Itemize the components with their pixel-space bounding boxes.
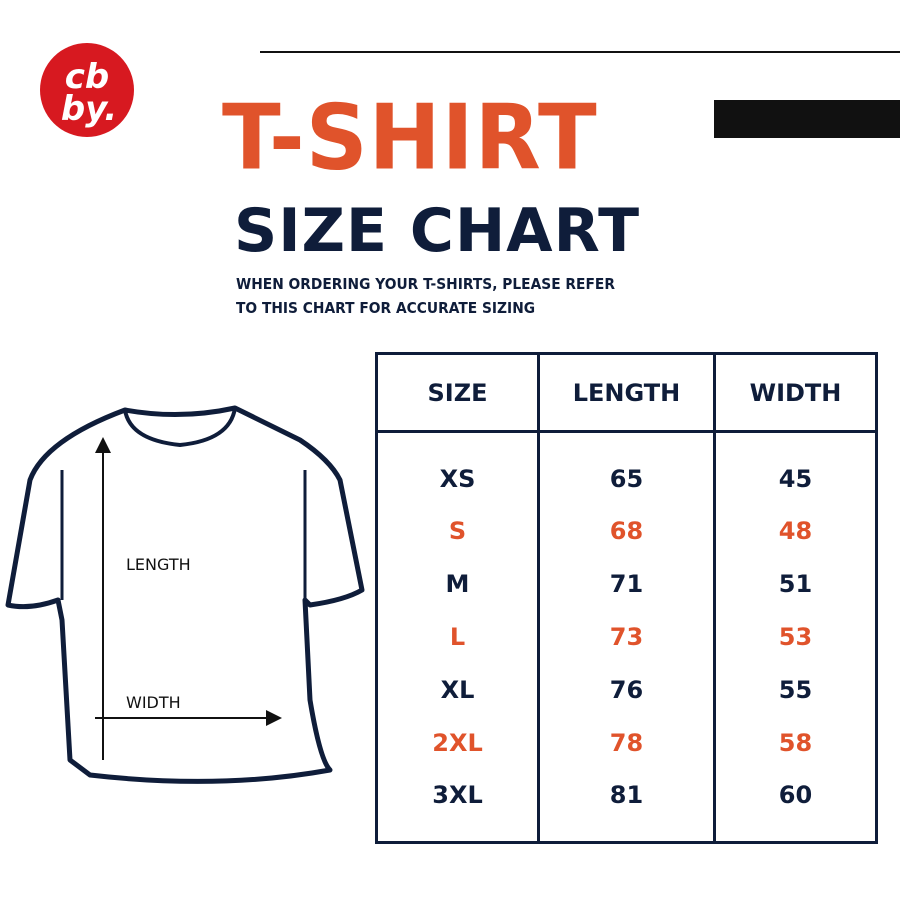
title-tshirt: T-SHIRT <box>222 85 598 191</box>
subtitle: WHEN ORDERING YOUR T-SHIRTS, PLEASE REFE… <box>236 272 615 320</box>
cell-width: 55 <box>713 663 877 717</box>
title-size-chart: SIZE CHART <box>234 196 641 266</box>
table-row: XL 76 55 <box>377 663 877 717</box>
cell-width: 51 <box>713 557 877 611</box>
cell-length: 65 <box>537 431 715 505</box>
cell-length: 78 <box>537 716 715 770</box>
cell-width: 58 <box>713 716 877 770</box>
tshirt-diagram <box>5 405 365 784</box>
cell-size: 2XL <box>432 729 483 757</box>
cell-length: 76 <box>537 663 715 717</box>
decorative-bar <box>714 100 900 138</box>
cell-width: 48 <box>713 504 877 558</box>
cell-length: 81 <box>537 769 715 843</box>
cell-size: XL <box>440 676 475 704</box>
header-length: LENGTH <box>537 353 715 433</box>
cell-width: 53 <box>713 610 877 664</box>
header-size: SIZE <box>376 353 539 433</box>
table-row: XS 65 45 <box>377 431 877 505</box>
header-width: WIDTH <box>713 353 877 433</box>
table-row: L 73 53 <box>377 610 877 664</box>
tshirt-outline-icon <box>5 405 365 784</box>
table-row: 2XL 78 58 <box>377 716 877 770</box>
top-rule <box>260 51 900 53</box>
cell-width: 60 <box>713 769 877 843</box>
brand-logo: cb by. <box>40 43 134 137</box>
svg-text:cb: cb <box>65 57 110 97</box>
cell-length: 73 <box>537 610 715 664</box>
cell-size: 3XL <box>432 781 483 810</box>
table-row: M 71 51 <box>377 557 877 611</box>
cell-length: 71 <box>537 557 715 611</box>
cell-size: L <box>449 623 466 651</box>
subtitle-line: TO THIS CHART FOR ACCURATE SIZING <box>236 299 536 317</box>
table-row: 3XL 81 60 <box>377 769 877 843</box>
table-row: S 68 48 <box>377 504 877 558</box>
cell-size: XS <box>439 464 476 493</box>
subtitle-line: WHEN ORDERING YOUR T-SHIRTS, PLEASE REFE… <box>236 275 615 293</box>
cell-size: M <box>445 570 470 598</box>
table-header-row: SIZE LENGTH WIDTH <box>376 353 877 433</box>
length-label: LENGTH <box>126 555 191 574</box>
cell-width: 45 <box>713 431 877 505</box>
size-table: SIZE LENGTH WIDTH XS 65 45 S 68 48 M 71 51 L 73 53 X… <box>375 352 878 844</box>
width-label: WIDTH <box>126 693 181 712</box>
svg-text:by.: by. <box>61 89 117 129</box>
cell-length: 68 <box>537 504 715 558</box>
cell-size: S <box>448 517 467 545</box>
